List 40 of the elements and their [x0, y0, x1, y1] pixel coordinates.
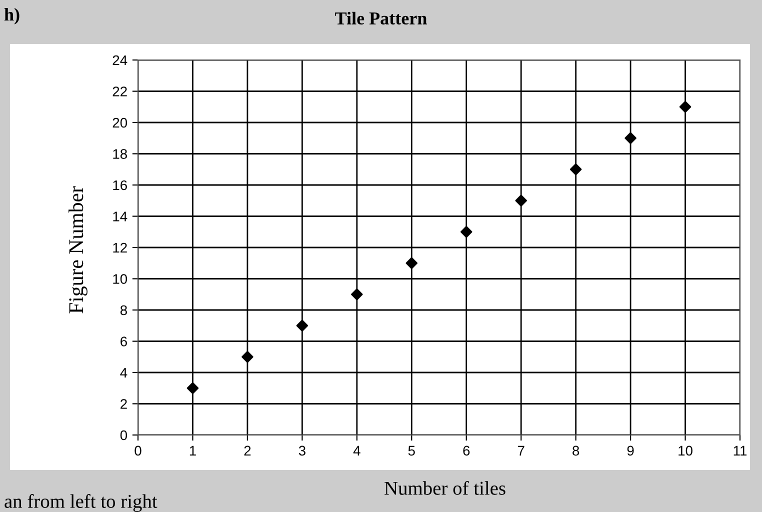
y-axis-title: Figure Number	[68, 186, 88, 314]
y-tick-label: 22	[112, 86, 127, 96]
y-tick-label: 16	[113, 180, 127, 190]
chart-title: Tile Pattern	[335, 12, 427, 25]
point	[351, 288, 363, 300]
y-tick-label: 24	[112, 55, 128, 66]
x-tick-label: 6	[463, 446, 470, 456]
point	[679, 100, 692, 113]
point	[296, 320, 308, 332]
y-tick-label: 14	[113, 212, 128, 222]
point	[406, 257, 418, 270]
y-tick-label: 0	[120, 430, 128, 440]
text: h)	[4, 8, 20, 24]
x-tick-label: 1	[190, 446, 196, 456]
y-tick-label: 8	[120, 305, 127, 316]
y-tick-label: 18	[113, 149, 127, 159]
x-tick-label: 10	[678, 446, 692, 456]
x-tick-label: 3	[298, 446, 306, 456]
point	[570, 163, 582, 176]
point	[624, 132, 636, 144]
y-tick-label: 2	[120, 399, 127, 409]
y-tick-label: 10	[113, 274, 128, 284]
x-tick-label: 4	[353, 446, 360, 456]
x-tick-label: 8	[572, 446, 580, 456]
x-tick-label: 7	[518, 446, 524, 456]
x-tick-label: 0	[134, 446, 142, 456]
x-axis-title: Number of tiles	[384, 480, 506, 495]
point	[460, 226, 472, 238]
y-tick-label: 6	[120, 336, 127, 346]
x-tick-label: 9	[627, 446, 634, 456]
x-tick-label: 11	[734, 446, 747, 456]
x-tick-label: 2	[244, 446, 251, 456]
text: an from left to right	[4, 494, 158, 512]
point	[515, 194, 527, 207]
y-tick-label: 4	[120, 368, 128, 378]
point	[242, 350, 254, 363]
y-tick-label: 20	[112, 118, 128, 128]
point	[186, 382, 199, 394]
x-tick-label: 5	[408, 446, 415, 456]
y-tick-label: 12	[113, 242, 127, 253]
